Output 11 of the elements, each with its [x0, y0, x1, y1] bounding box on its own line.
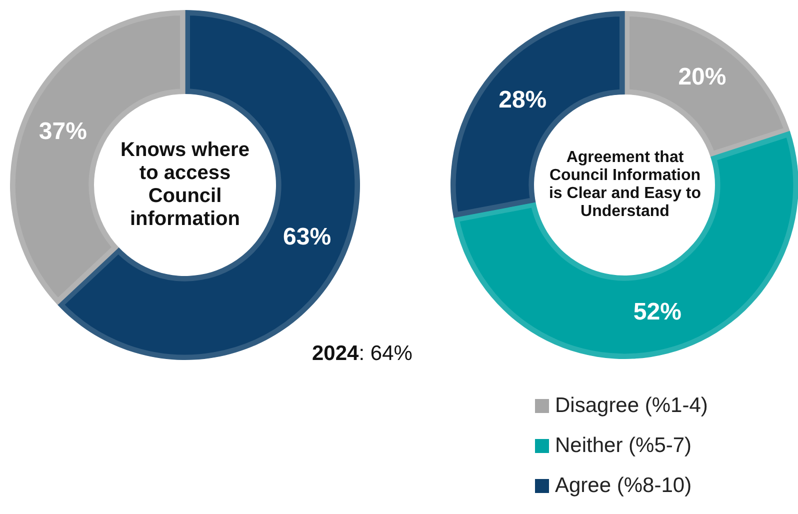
text: Agreement that Council Information is Clear and Easy to Understand	[548, 149, 702, 221]
text: Knows where to access Council information	[120, 139, 250, 231]
legend-label: Disagree (%1-4)	[554, 393, 708, 419]
data-label: 63%	[283, 223, 332, 250]
text: 2024: 64%	[312, 342, 412, 366]
legend-label: Agree (%8-10)	[554, 473, 693, 499]
data-label: 37%	[38, 118, 87, 145]
legend-label: Neither (%5-7)	[554, 433, 693, 459]
data-label: 52%	[633, 298, 682, 326]
data-label: 20%	[678, 64, 726, 91]
data-label: 28%	[498, 86, 547, 114]
